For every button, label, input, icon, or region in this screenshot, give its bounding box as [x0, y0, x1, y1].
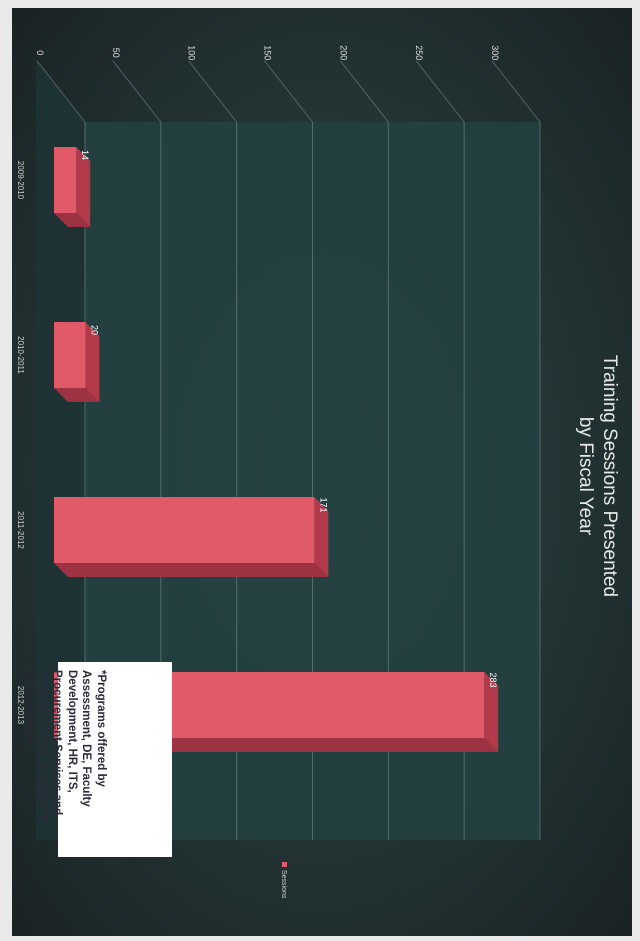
y-tick-label: 0 [35, 50, 45, 55]
bar-side [76, 147, 91, 227]
gridline-depth [415, 60, 465, 123]
legend-label: Sessions [280, 870, 287, 899]
data-label: 171 [318, 497, 328, 512]
x-tick-label: 2010-2011 [16, 336, 25, 374]
bar [54, 147, 77, 213]
legend-swatch [282, 862, 287, 867]
y-tick-label: 250 [414, 45, 424, 60]
data-label: 283 [488, 672, 498, 687]
footnote-text: *Programs offered by Assessment, DE, Fac… [22, 670, 108, 822]
gridline-depth [112, 60, 162, 123]
chart-title-group: Training Sessions Presented by Fiscal Ye… [575, 355, 620, 597]
bar-bottom [54, 213, 91, 227]
gridline-depth [188, 60, 238, 123]
bar-side [85, 322, 100, 402]
bar-side [484, 672, 499, 752]
y-tick-label: 150 [263, 45, 273, 60]
x-tick-label: 2011-2012 [16, 511, 25, 549]
gridline-depth [339, 60, 389, 123]
data-label: 20 [89, 325, 99, 335]
plot-side-wall [36, 60, 85, 840]
chart-subtitle: by Fiscal Year [575, 417, 596, 536]
footnote-box: *Programs offered by Assessment, DE, Fac… [23, 662, 172, 857]
bar-bottom [54, 563, 329, 577]
bar-bottom [54, 388, 100, 402]
bar-side [314, 497, 329, 577]
bar [54, 497, 315, 563]
x-tick-label: 2009-2010 [16, 161, 25, 200]
x-tick-label: 2012-2013 [16, 686, 25, 725]
data-label: 14 [80, 150, 90, 160]
y-tick-label: 200 [338, 45, 348, 60]
y-tick-label: 100 [187, 45, 197, 60]
chart-title: Training Sessions Presented [599, 355, 620, 597]
y-tick-label: 50 [111, 48, 121, 58]
bar [54, 322, 86, 388]
gridline-depth [264, 60, 313, 123]
legend: Sessions [280, 862, 287, 899]
gridline-depth [491, 60, 541, 123]
plot-wall [85, 122, 540, 840]
y-tick-label: 300 [490, 45, 500, 60]
gridline-depth [36, 60, 86, 123]
